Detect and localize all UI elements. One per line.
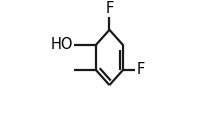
Text: HO: HO	[51, 37, 73, 52]
Text: F: F	[105, 1, 114, 16]
Text: F: F	[137, 62, 145, 77]
